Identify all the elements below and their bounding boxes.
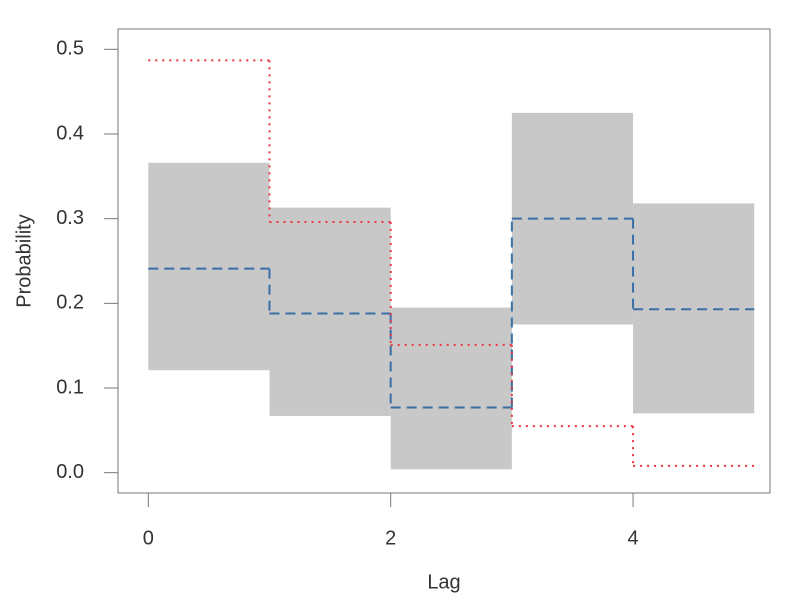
x-tick-label: 2 bbox=[385, 527, 396, 549]
x-tick-label: 0 bbox=[143, 527, 154, 549]
band bbox=[269, 207, 391, 416]
x-axis-label: Lag bbox=[427, 571, 460, 593]
y-tick-label: 0.3 bbox=[56, 207, 84, 229]
band bbox=[390, 307, 512, 470]
y-axis-label: Probability bbox=[13, 214, 35, 307]
y-tick-label: 0.1 bbox=[56, 376, 84, 398]
y-tick-label: 0.0 bbox=[56, 461, 84, 483]
x-tick-label: 4 bbox=[627, 527, 638, 549]
y-tick-label: 0.2 bbox=[56, 292, 84, 314]
y-tick-label: 0.4 bbox=[56, 122, 84, 144]
band bbox=[148, 162, 270, 371]
y-tick-label: 0.5 bbox=[56, 38, 84, 60]
